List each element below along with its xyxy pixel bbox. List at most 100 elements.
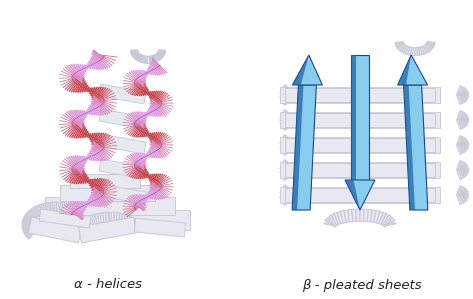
Polygon shape bbox=[325, 219, 336, 227]
Polygon shape bbox=[459, 88, 466, 97]
Polygon shape bbox=[64, 72, 83, 90]
Polygon shape bbox=[131, 51, 138, 56]
Polygon shape bbox=[158, 51, 165, 54]
Polygon shape bbox=[157, 52, 164, 57]
Polygon shape bbox=[152, 91, 165, 107]
Polygon shape bbox=[285, 163, 435, 177]
Polygon shape bbox=[136, 111, 145, 125]
Polygon shape bbox=[456, 110, 461, 120]
Polygon shape bbox=[81, 129, 88, 138]
Polygon shape bbox=[126, 198, 145, 211]
Polygon shape bbox=[70, 74, 83, 92]
Polygon shape bbox=[152, 174, 166, 190]
Polygon shape bbox=[152, 93, 168, 108]
Polygon shape bbox=[74, 155, 83, 170]
Polygon shape bbox=[152, 175, 167, 190]
Polygon shape bbox=[99, 84, 146, 104]
Polygon shape bbox=[426, 42, 434, 48]
Polygon shape bbox=[132, 70, 144, 86]
Polygon shape bbox=[61, 73, 84, 86]
Polygon shape bbox=[329, 215, 337, 226]
Polygon shape bbox=[135, 152, 144, 166]
Polygon shape bbox=[360, 87, 410, 103]
Polygon shape bbox=[91, 54, 117, 57]
Polygon shape bbox=[456, 161, 461, 170]
Polygon shape bbox=[281, 137, 289, 145]
Polygon shape bbox=[127, 114, 145, 129]
Polygon shape bbox=[92, 214, 97, 225]
Polygon shape bbox=[94, 188, 108, 206]
Polygon shape bbox=[91, 193, 99, 207]
Polygon shape bbox=[459, 164, 467, 172]
Polygon shape bbox=[367, 210, 372, 222]
Polygon shape bbox=[150, 62, 158, 76]
Polygon shape bbox=[128, 119, 144, 135]
Text: α - helices: α - helices bbox=[74, 278, 142, 292]
Polygon shape bbox=[282, 118, 292, 120]
Polygon shape bbox=[356, 209, 360, 221]
Polygon shape bbox=[131, 79, 144, 96]
Polygon shape bbox=[70, 201, 82, 218]
Polygon shape bbox=[125, 158, 145, 170]
Polygon shape bbox=[125, 161, 145, 174]
Polygon shape bbox=[151, 178, 171, 190]
Polygon shape bbox=[60, 120, 85, 129]
Polygon shape bbox=[89, 59, 96, 70]
Polygon shape bbox=[282, 193, 292, 196]
Polygon shape bbox=[459, 138, 466, 147]
Polygon shape bbox=[459, 169, 468, 174]
Polygon shape bbox=[123, 164, 147, 168]
Polygon shape bbox=[421, 46, 426, 54]
Polygon shape bbox=[136, 70, 145, 83]
Polygon shape bbox=[89, 196, 95, 207]
Polygon shape bbox=[89, 150, 96, 161]
Polygon shape bbox=[458, 94, 464, 103]
Polygon shape bbox=[140, 111, 146, 122]
Polygon shape bbox=[457, 186, 463, 196]
Polygon shape bbox=[64, 66, 82, 83]
Polygon shape bbox=[151, 101, 162, 117]
Polygon shape bbox=[126, 78, 145, 92]
Polygon shape bbox=[93, 51, 107, 69]
Polygon shape bbox=[53, 202, 55, 212]
Polygon shape bbox=[68, 202, 82, 219]
Polygon shape bbox=[74, 201, 83, 216]
Polygon shape bbox=[133, 53, 140, 58]
Polygon shape bbox=[351, 55, 369, 180]
Polygon shape bbox=[410, 187, 440, 203]
Polygon shape bbox=[93, 141, 112, 158]
Polygon shape bbox=[79, 127, 86, 138]
Polygon shape bbox=[143, 194, 148, 202]
Polygon shape bbox=[150, 104, 158, 117]
Polygon shape bbox=[282, 140, 291, 145]
Polygon shape bbox=[360, 209, 364, 221]
Polygon shape bbox=[135, 53, 140, 60]
Polygon shape bbox=[27, 211, 35, 219]
Polygon shape bbox=[86, 217, 93, 227]
Polygon shape bbox=[425, 44, 431, 51]
Polygon shape bbox=[150, 138, 172, 148]
Polygon shape bbox=[63, 164, 83, 180]
Polygon shape bbox=[141, 70, 147, 78]
Polygon shape bbox=[130, 195, 144, 211]
Polygon shape bbox=[67, 118, 82, 137]
Polygon shape bbox=[70, 155, 82, 173]
Polygon shape bbox=[395, 42, 403, 44]
Polygon shape bbox=[334, 212, 341, 225]
Polygon shape bbox=[459, 94, 466, 102]
Polygon shape bbox=[77, 79, 85, 93]
Polygon shape bbox=[145, 172, 149, 179]
Polygon shape bbox=[61, 117, 84, 128]
Polygon shape bbox=[94, 141, 110, 159]
Polygon shape bbox=[135, 164, 145, 179]
Polygon shape bbox=[360, 137, 410, 153]
Polygon shape bbox=[60, 74, 85, 80]
Polygon shape bbox=[459, 169, 466, 177]
Polygon shape bbox=[157, 53, 163, 58]
Polygon shape bbox=[69, 119, 83, 138]
Polygon shape bbox=[59, 166, 85, 171]
Polygon shape bbox=[131, 50, 138, 53]
Polygon shape bbox=[128, 196, 144, 211]
Polygon shape bbox=[280, 110, 287, 120]
Polygon shape bbox=[71, 120, 83, 138]
